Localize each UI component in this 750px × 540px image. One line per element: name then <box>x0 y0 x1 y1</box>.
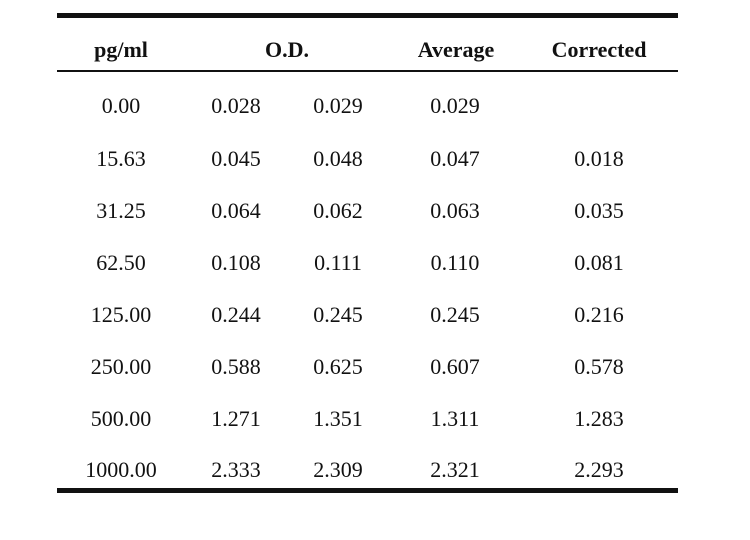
cell-corrected: 0.018 <box>574 146 624 171</box>
cell-od-1: 1.271 <box>211 406 261 431</box>
cell-od-1: 0.108 <box>211 250 261 275</box>
cell-average: 0.607 <box>430 354 480 379</box>
cell-corrected: 0.081 <box>574 250 624 275</box>
cell-od-1: 0.244 <box>211 302 261 327</box>
cell-corrected: 0.578 <box>574 354 624 379</box>
cell-average: 0.063 <box>430 198 480 223</box>
header-corrected: Corrected <box>551 37 647 62</box>
header-concentration: pg/ml <box>94 37 148 62</box>
cell-average: 0.029 <box>430 93 480 118</box>
cell-od-1: 2.333 <box>211 457 261 482</box>
cell-corrected: 0.216 <box>574 302 624 327</box>
cell-concentration: 1000.00 <box>85 457 157 482</box>
cell-corrected: 2.293 <box>574 457 624 482</box>
cell-corrected: 0.035 <box>574 198 624 223</box>
cell-corrected: 1.283 <box>574 406 624 431</box>
cell-od-1: 0.588 <box>211 354 261 379</box>
cell-concentration: 31.25 <box>96 198 146 223</box>
cell-concentration: 0.00 <box>101 93 141 118</box>
cell-od-1: 0.028 <box>211 93 261 118</box>
table-top-rule <box>57 13 678 18</box>
cell-od-2: 0.062 <box>313 198 363 223</box>
cell-concentration: 500.00 <box>90 406 152 431</box>
cell-od-1: 0.045 <box>211 146 261 171</box>
cell-concentration: 62.50 <box>96 250 146 275</box>
cell-od-2: 1.351 <box>313 406 363 431</box>
header-od: O.D. <box>265 37 309 62</box>
cell-od-2: 0.245 <box>313 302 363 327</box>
cell-od-2: 0.048 <box>313 146 363 171</box>
cell-od-2: 0.111 <box>314 250 362 275</box>
cell-concentration: 125.00 <box>90 302 152 327</box>
cell-od-2: 0.625 <box>313 354 363 379</box>
cell-average: 0.110 <box>430 250 480 275</box>
header-average: Average <box>417 37 495 62</box>
cell-concentration: 250.00 <box>90 354 152 379</box>
cell-concentration: 15.63 <box>96 146 146 171</box>
cell-od-1: 0.064 <box>211 198 261 223</box>
cell-od-2: 2.309 <box>313 457 363 482</box>
cell-average: 1.311 <box>430 406 480 431</box>
cell-average: 0.047 <box>430 146 480 171</box>
table-bottom-rule <box>57 488 678 493</box>
cell-od-2: 0.029 <box>313 93 363 118</box>
header-rule <box>57 70 678 72</box>
cell-average: 0.245 <box>430 302 480 327</box>
cell-average: 2.321 <box>430 457 480 482</box>
